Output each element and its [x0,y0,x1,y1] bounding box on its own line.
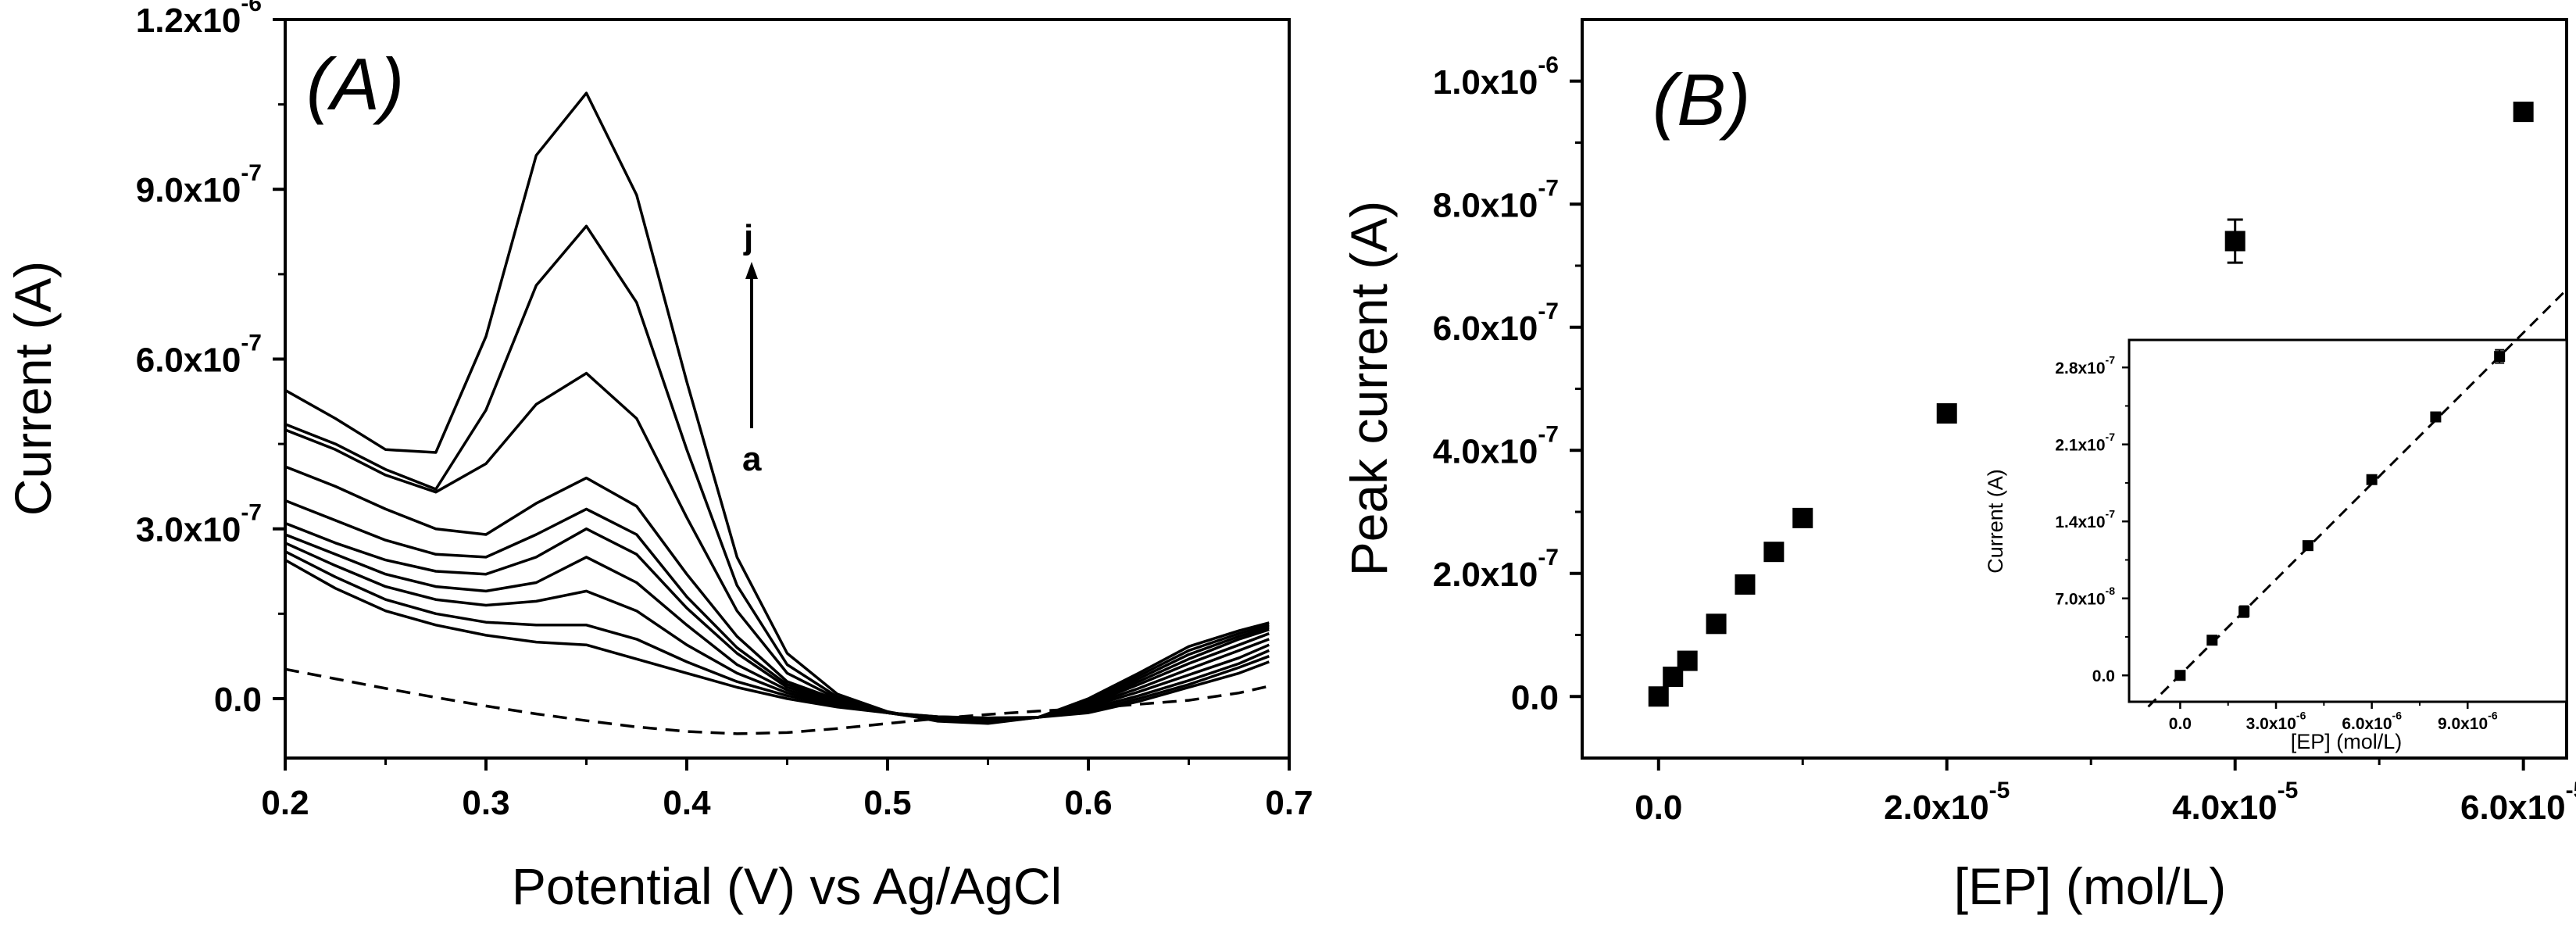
panel-a-x-tick-label: 0.2 [261,784,309,822]
panel-b-data-point [1936,403,1957,424]
arrow-label-end: j [743,218,753,256]
inset-x-tick-label: 3.0x10-6 [2246,709,2306,733]
panel-b-y-tick-label: 8.0x10-7 [1433,175,1559,224]
panel-b-data-point [2513,102,2534,123]
series-curve-c [284,542,1270,721]
panel-b-data-point [1648,686,1669,707]
panel-b-ticks: 0.0 2.0x10-5 4.0x10-5 6.0x10-5 0.0 2.0x10-7 4.… [1433,52,2576,827]
panel-a-x-tick-label: 0.7 [1265,784,1313,822]
inset-x-tick-label: 9.0x10-6 [2438,709,2498,733]
panel-a-y-tick-label: 3.0x10-7 [136,500,262,549]
panel-a-label: (A) [306,43,404,125]
panel-b-data-point [1763,542,1785,563]
panel-a-plot-frame [284,18,1291,760]
panel-a-x-tick-label: 0.6 [1064,784,1112,822]
inset-y-tick-label: 1.4x10-7 [2055,508,2115,532]
panel-a-curves [284,91,1270,735]
concentration-arrow: j a [742,218,762,478]
panel-a-y-tick-label: 0.0 [214,681,262,719]
panel-b-x-tick-label: 6.0x10-5 [2460,778,2576,827]
arrow-label-start: a [742,440,762,478]
inset-data-point [2430,411,2442,423]
panel-b-data-point [1706,613,1727,635]
panel-b-x-tick-label: 0.0 [1635,789,1682,827]
inset-data-point [2238,606,2250,617]
series-curve-b [284,550,1270,721]
panel-a-x-axis-title: Potential (V) vs Ag/AgCl [512,857,1062,915]
panel-a-x-tick-label: 0.4 [663,784,711,822]
panel-b: 0.0 2.0x10-5 4.0x10-5 6.0x10-5 0.0 2.0x10-7 4.… [1340,18,2576,915]
panel-b-inset: 0.0 3.0x10-6 6.0x10-6 9.0x10-6 0.0 7.0x10-8 1.… [1984,288,2568,753]
panel-b-y-tick-label: 4.0x10-7 [1433,421,1559,470]
panel-b-y-tick-label: 0.0 [1511,678,1559,717]
panel-b-x-tick-label: 4.0x10-5 [2172,778,2298,827]
panel-b-y-tick-label: 6.0x10-7 [1433,299,1559,348]
panel-b-x-tick-label: 2.0x10-5 [1884,778,2010,827]
panel-b-x-axis-title: [EP] (mol/L) [1954,857,2226,915]
series-curve-a [284,559,1270,720]
panel-b-points [1648,102,2534,707]
inset-data-point [2366,474,2378,485]
inset-x-tick-label: 0.0 [2169,715,2192,733]
panel-b-y-tick-label: 1.0x10-6 [1433,52,1559,102]
panel-b-label: (B) [1652,59,1750,141]
inset-data-point [2494,351,2506,363]
panel-b-y-tick-label: 2.0x10-7 [1433,545,1559,594]
inset-y-tick-label: 0.0 [2092,667,2115,685]
inset-y-tick-label: 2.1x10-7 [2055,431,2115,455]
panel-a-y-tick-label: 9.0x10-7 [136,160,262,209]
inset-y-tick-label: 2.8x10-7 [2055,354,2115,378]
inset-background [2129,340,2567,702]
inset-data-point [2174,670,2186,681]
series-curve-e [284,521,1270,722]
inset-x-axis-title: [EP] (mol/L) [2291,730,2403,753]
inset-x-tick-label: 6.0x10-6 [2342,709,2402,733]
panel-b-data-point [2224,231,2246,252]
arrow-head [745,262,758,279]
inset-data-point [2206,635,2218,646]
inset-y-tick-label: 7.0x10-8 [2055,585,2115,609]
panel-b-data-point [1792,507,1813,528]
panel-b-y-axis-title: Peak current (A) [1340,201,1398,577]
panel-a-y-tick-label: 6.0x10-7 [136,330,262,379]
series-curve-d [284,533,1270,722]
panel-a-ticks: 0.2 0.3 0.4 0.5 0.6 0.7 0.0 3.0x10-7 6.0x10-7 9.0… [136,0,1313,822]
inset-y-axis-title: Current (A) [1984,469,2007,574]
panel-b-data-point [1677,650,1698,671]
inset-data-point [2302,540,2313,552]
series-curve-i [284,224,1270,724]
panel-b-data-point [1735,574,1756,595]
inset-ticks: 0.0 3.0x10-6 6.0x10-6 9.0x10-6 0.0 7.0x10-8 1.… [2055,354,2498,733]
panel-a-x-tick-label: 0.5 [863,784,911,822]
series-curve-f [284,499,1270,723]
series-curve-g [284,465,1270,724]
inset-points [2147,288,2568,708]
series-curve-j [284,91,1270,725]
panel-a-x-tick-label: 0.3 [462,784,509,822]
panel-a-y-axis-title: Current (A) [4,261,62,516]
series-curve-h [284,371,1270,724]
panel-a-y-tick-label: 1.2x10-6 [136,0,262,40]
panel-a: 0.2 0.3 0.4 0.5 0.6 0.7 0.0 3.0x10-7 6.0x10-7 9.0… [4,0,1313,915]
